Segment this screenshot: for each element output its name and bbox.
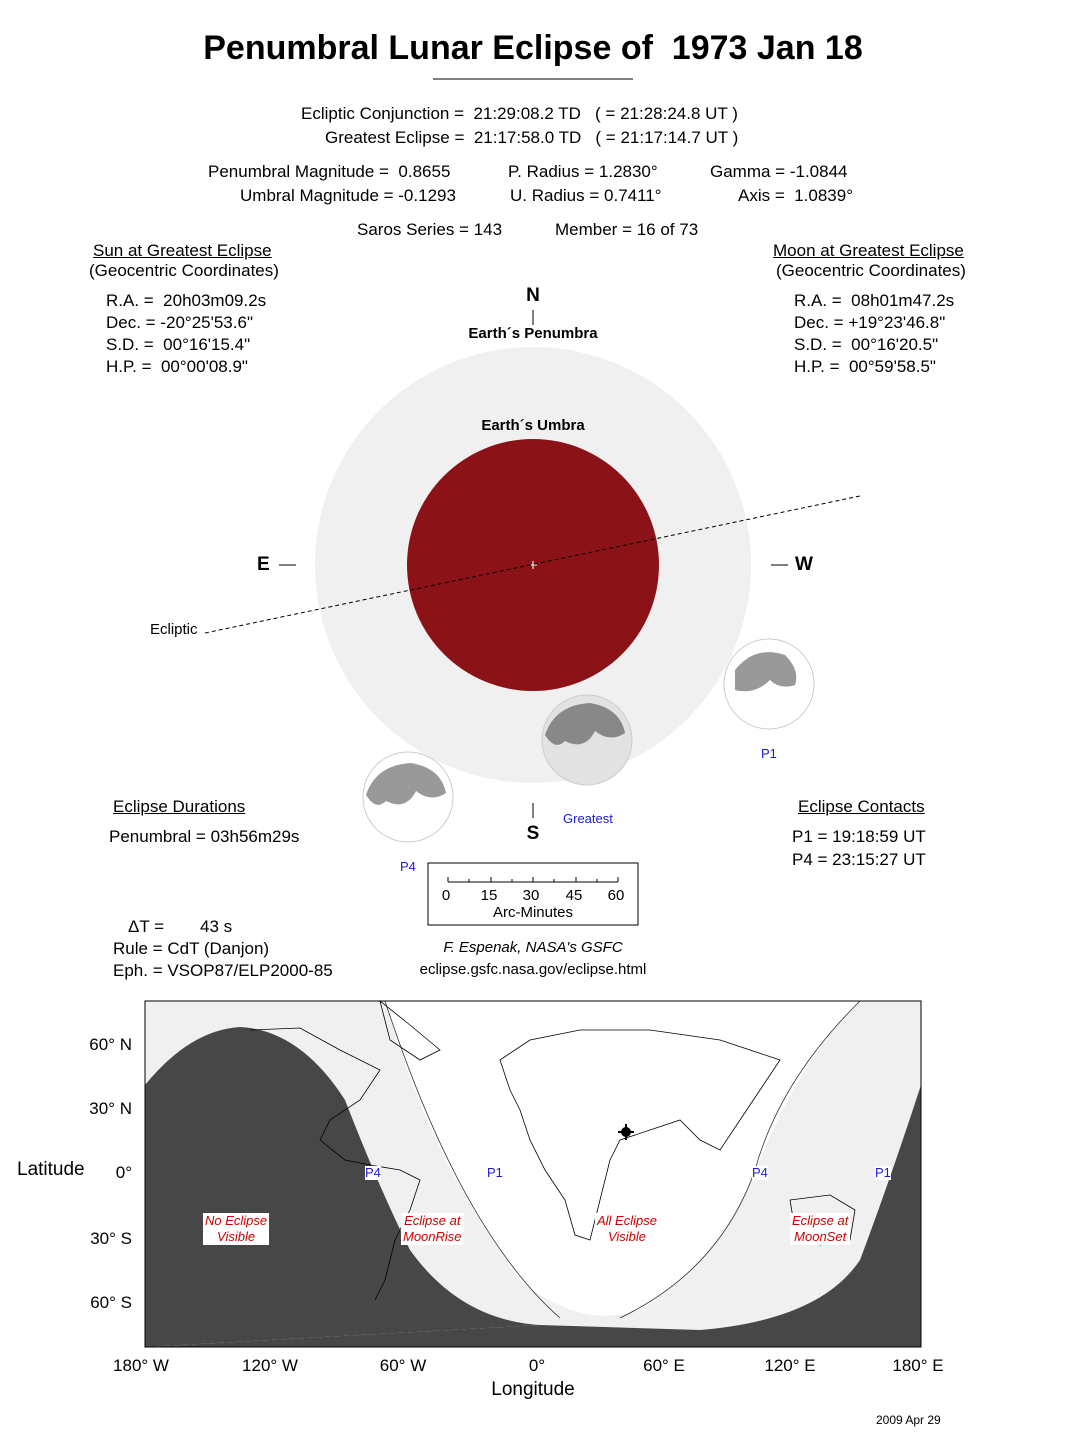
moon-p4 (362, 751, 454, 843)
scale-tick-30: 30 (522, 887, 540, 904)
moon-sd: S.D. = 00°16'20.5" (794, 335, 939, 354)
zone-moonrise-line2: MoonRise (403, 1229, 462, 1244)
south-label: S (526, 823, 540, 844)
saros-series: Saros Series = 143 (357, 220, 503, 239)
zone-moonrise-line1: Eclipse at (404, 1213, 461, 1228)
north-label: N (526, 285, 540, 306)
map-p4-west: P4 (365, 1165, 381, 1180)
map-p1-west: P1 (487, 1165, 503, 1180)
zone-no-eclipse: No Eclipse Visible (203, 1213, 270, 1245)
lon-tick-180e: 180° E (892, 1356, 944, 1375)
scale-tick-15: 15 (480, 887, 498, 904)
axis: Axis = 1.0839° (738, 186, 854, 205)
map-p4-east: P4 (752, 1165, 768, 1180)
p4-moon-label: P4 (400, 859, 416, 874)
durations-heading: Eclipse Durations (113, 797, 246, 816)
lon-tick-0: 0° (528, 1356, 546, 1375)
sun-dec: Dec. = -20°25'53.6" (106, 313, 253, 332)
zone-no-eclipse-line2: Visible (217, 1229, 256, 1244)
scale-label: Arc-Minutes (492, 904, 574, 921)
zone-all-eclipse-line1: All Eclipse (597, 1213, 657, 1228)
umbral-radius: U. Radius = 0.7411° (510, 186, 662, 205)
ecliptic-label: Ecliptic (150, 621, 198, 638)
lat-tick-30n: 30° N (89, 1099, 132, 1118)
contacts-heading: Eclipse Contacts (798, 797, 925, 816)
lat-tick-30s: 30° S (90, 1229, 132, 1248)
lat-tick-0: 0° (115, 1163, 132, 1182)
page-title: Penumbral Lunar Eclipse of 1973 Jan 18 (203, 29, 863, 67)
credit: F. Espenak, NASA's GSFC (443, 939, 623, 956)
delta-t-value: 43 s (200, 917, 233, 936)
rule: Rule = CdT (Danjon) (113, 939, 270, 958)
moon-heading: Moon at Greatest Eclipse (773, 241, 964, 260)
sun-hp: H.P. = 00°00'08.9" (106, 357, 248, 376)
lon-tick-120w: 120° W (242, 1356, 298, 1375)
penumbra-label: Earth´s Penumbra (468, 325, 598, 342)
umbra-label: Earth´s Umbra (481, 417, 585, 434)
scale-tick-60: 60 (607, 887, 625, 904)
moon-dec: Dec. = +19°23'46.8" (794, 313, 946, 332)
zone-moonset-line2: MoonSet (794, 1229, 847, 1244)
greatest-moon-label: Greatest (563, 811, 613, 826)
gamma: Gamma = -1.0844 (710, 162, 848, 181)
penumbral-magnitude: Penumbral Magnitude = 0.8655 (208, 162, 451, 181)
umbral-magnitude: Umbral Magnitude = -0.1293 (240, 186, 456, 205)
sun-ra: R.A. = 20h03m09.2s (106, 291, 267, 310)
map-p1-east: P1 (875, 1165, 891, 1180)
zone-moonset: Eclipse at MoonSet (790, 1213, 851, 1245)
sun-subheading: (Geocentric Coordinates) (89, 261, 279, 280)
visibility-map (144, 999, 922, 1348)
scale-tick-0: 0 (441, 887, 451, 904)
greatest-eclipse-marker (618, 1124, 634, 1140)
moon-p1 (723, 638, 815, 730)
lat-tick-60s: 60° S (90, 1293, 132, 1312)
all-eclipse-zone (385, 1001, 860, 1316)
moon-greatest (541, 694, 633, 786)
greatest-eclipse-time: Greatest Eclipse = 21:17:58.0 TD ( = 21:… (325, 128, 739, 147)
source-url: eclipse.gsfc.nasa.gov/eclipse.html (419, 961, 647, 978)
moon-hp: H.P. = 00°59'58.5" (794, 357, 936, 376)
penumbral-duration: Penumbral = 03h56m29s (109, 827, 300, 846)
latitude-axis-label: Latitude (17, 1159, 85, 1180)
east-label: E (257, 554, 270, 575)
scale-tick-45: 45 (565, 887, 583, 904)
zone-moonset-line1: Eclipse at (792, 1213, 849, 1228)
penumbral-radius: P. Radius = 1.2830° (508, 162, 658, 181)
saros-member: Member = 16 of 73 (555, 220, 699, 239)
lon-tick-180w: 180° W (113, 1356, 169, 1375)
lon-tick-120e: 120° E (764, 1356, 816, 1375)
west-label: W (795, 554, 813, 575)
zone-all-eclipse: All Eclipse Visible (595, 1213, 659, 1245)
ecliptic-conjunction: Ecliptic Conjunction = 21:29:08.2 TD ( =… (301, 104, 738, 123)
contact-p4: P4 = 23:15:27 UT (792, 850, 926, 869)
longitude-axis-label: Longitude (491, 1379, 575, 1400)
moon-ra: R.A. = 08h01m47.2s (794, 291, 955, 310)
scale-box (427, 862, 639, 926)
zone-no-eclipse-line1: No Eclipse (205, 1213, 268, 1228)
p1-moon-label: P1 (761, 746, 777, 761)
ephemeris: Eph. = VSOP87/ELP2000-85 (113, 961, 333, 980)
lat-tick-60n: 60° N (89, 1035, 132, 1054)
sun-heading: Sun at Greatest Eclipse (93, 241, 272, 260)
zone-all-eclipse-line2: Visible (607, 1229, 647, 1244)
no-eclipse-zone-west (145, 1027, 540, 1347)
delta-t-label: ΔT = (128, 917, 165, 936)
lon-tick-60e: 60° E (643, 1356, 685, 1375)
sun-sd: S.D. = 00°16'15.4" (106, 335, 251, 354)
moon-subheading: (Geocentric Coordinates) (776, 261, 966, 280)
scale-bar (447, 877, 619, 883)
zone-moonrise: Eclipse at MoonRise (401, 1213, 464, 1245)
no-eclipse-zone-east (145, 1085, 921, 1347)
generation-date: 2009 Apr 29 (876, 1413, 941, 1427)
lon-tick-60w: 60° W (379, 1356, 427, 1375)
contact-p1: P1 = 19:18:59 UT (792, 827, 926, 846)
